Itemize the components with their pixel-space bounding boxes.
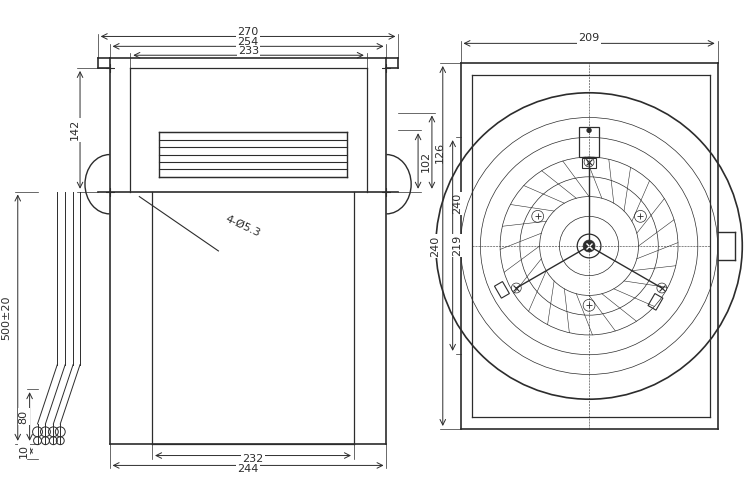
Text: 240: 240: [430, 235, 440, 257]
Text: 240: 240: [452, 193, 463, 214]
Text: 232: 232: [242, 455, 264, 464]
Text: 142: 142: [70, 119, 80, 140]
Circle shape: [587, 128, 591, 133]
Text: 233: 233: [238, 46, 259, 56]
Text: 244: 244: [238, 464, 259, 474]
Bar: [582, 158, 596, 167]
Text: 126: 126: [435, 141, 445, 163]
Bar: [648, 294, 663, 310]
Text: 80: 80: [19, 409, 28, 424]
Bar: [579, 127, 599, 157]
Bar: [494, 281, 509, 298]
Text: 270: 270: [238, 27, 259, 36]
Text: 4-Ø5.3: 4-Ø5.3: [224, 213, 262, 238]
Text: 254: 254: [238, 37, 259, 47]
Text: 219: 219: [452, 235, 463, 256]
Text: 209: 209: [578, 33, 600, 43]
Circle shape: [584, 240, 595, 252]
Text: 500±20: 500±20: [1, 296, 11, 340]
Text: 10: 10: [19, 444, 28, 458]
Text: 102: 102: [421, 150, 431, 171]
